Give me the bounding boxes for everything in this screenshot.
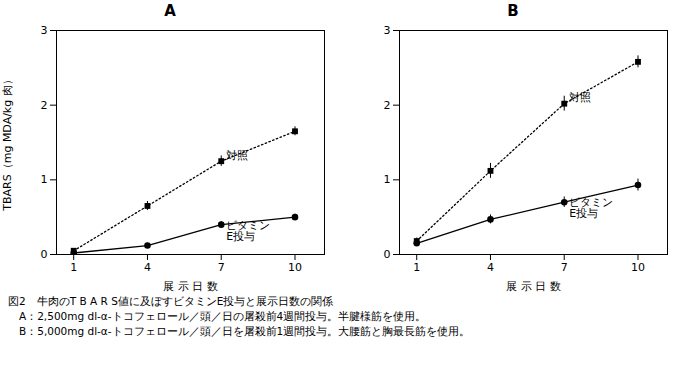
svg-text:3: 3 xyxy=(384,24,391,37)
svg-text:1: 1 xyxy=(70,261,77,274)
svg-text:4: 4 xyxy=(487,261,494,274)
svg-text:10: 10 xyxy=(631,261,645,274)
html-text:図2 牛肉のT B A R S値に及ぼすビタミンE投与と展示: 図2 牛肉のT B A R S値に及ぼすビタミンE投与と展示日数の関係 A：2,… xyxy=(8,295,471,337)
svg-text:1: 1 xyxy=(384,173,391,186)
svg-text:TBARS（mg MDA/kg 肉）: TBARS（mg MDA/kg 肉） xyxy=(1,74,14,211)
svg-text:ビタミンE投与: ビタミンE投与 xyxy=(569,196,613,220)
svg-text:7: 7 xyxy=(218,261,225,274)
svg-text:1: 1 xyxy=(413,261,420,274)
svg-text:展 示 日 数: 展 示 日 数 xyxy=(506,280,561,293)
svg-text:対照: 対照 xyxy=(226,149,248,162)
svg-text:7: 7 xyxy=(561,261,568,274)
svg-text:4: 4 xyxy=(144,261,151,274)
svg-text:対照: 対照 xyxy=(569,91,591,104)
svg-text:10: 10 xyxy=(288,261,302,274)
svg-text:0: 0 xyxy=(384,248,391,261)
svg-text:0: 0 xyxy=(41,248,48,261)
svg-text:2: 2 xyxy=(41,99,48,112)
svg-text:展 示 日 数: 展 示 日 数 xyxy=(163,280,218,293)
html-text:B: B xyxy=(507,2,519,20)
svg-text:2: 2 xyxy=(384,99,391,112)
html-text:A: A xyxy=(164,2,176,20)
svg-text:3: 3 xyxy=(41,24,48,37)
svg-text:ビタミンE投与: ビタミンE投与 xyxy=(226,219,270,243)
svg-text:1: 1 xyxy=(41,173,48,186)
